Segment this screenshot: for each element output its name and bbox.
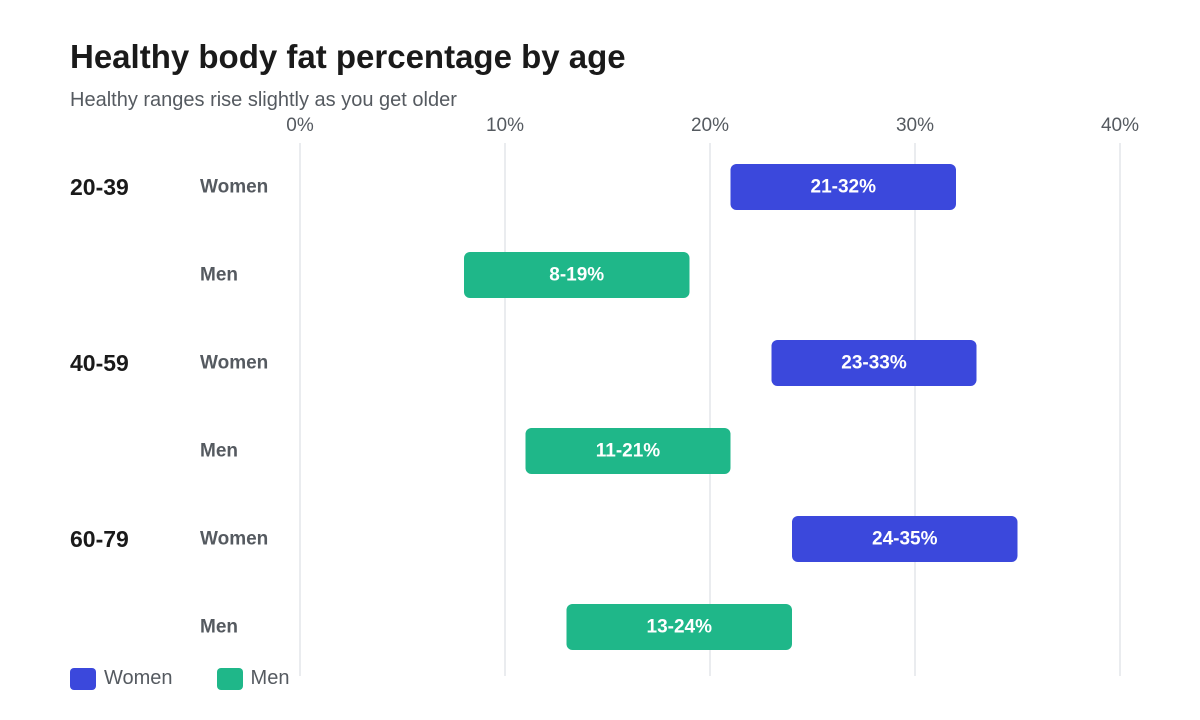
range-bar (525, 428, 731, 474)
bar-value-label: 13-24% (647, 617, 713, 638)
range-bar (566, 604, 792, 650)
legend-label-women: Women (104, 667, 173, 689)
legend-item-women: Women (70, 667, 173, 690)
legend-swatch-women (70, 667, 96, 690)
bar-value-label: 23-33% (841, 353, 907, 374)
range-bar (730, 164, 956, 210)
legend-swatch-men (216, 667, 243, 690)
range-bar (792, 516, 1018, 562)
chart-subtitle: Healthy ranges rise slightly as you get … (70, 89, 457, 111)
range-bar (464, 252, 690, 298)
row-label: Women (200, 353, 268, 374)
chart-title: Healthy body fat percentage by age (70, 38, 626, 75)
row-label: Women (200, 177, 268, 198)
x-tick-label: 0% (286, 115, 314, 136)
group-label: 60-79 (70, 526, 129, 552)
range-bar (771, 340, 977, 386)
x-tick-label: 30% (896, 115, 934, 136)
row-label: Men (200, 265, 238, 286)
legend-label-men: Men (250, 667, 290, 689)
x-tick-label: 20% (691, 115, 729, 136)
bar-value-label: 11-21% (596, 441, 661, 462)
row-label: Women (200, 529, 268, 550)
group-label: 40-59 (70, 350, 129, 376)
legend-item-men: Men (216, 667, 290, 690)
row-label: Men (200, 441, 238, 462)
x-tick-label: 10% (486, 115, 524, 136)
row-label: Men (200, 617, 238, 638)
bar-value-label: 21-32% (811, 177, 877, 198)
group-label: 20-39 (70, 174, 129, 200)
legend: Women Men (70, 667, 333, 690)
bar-value-label: 24-35% (872, 529, 938, 550)
x-tick-label: 40% (1101, 115, 1139, 136)
bar-value-label: 8-19% (549, 265, 604, 286)
